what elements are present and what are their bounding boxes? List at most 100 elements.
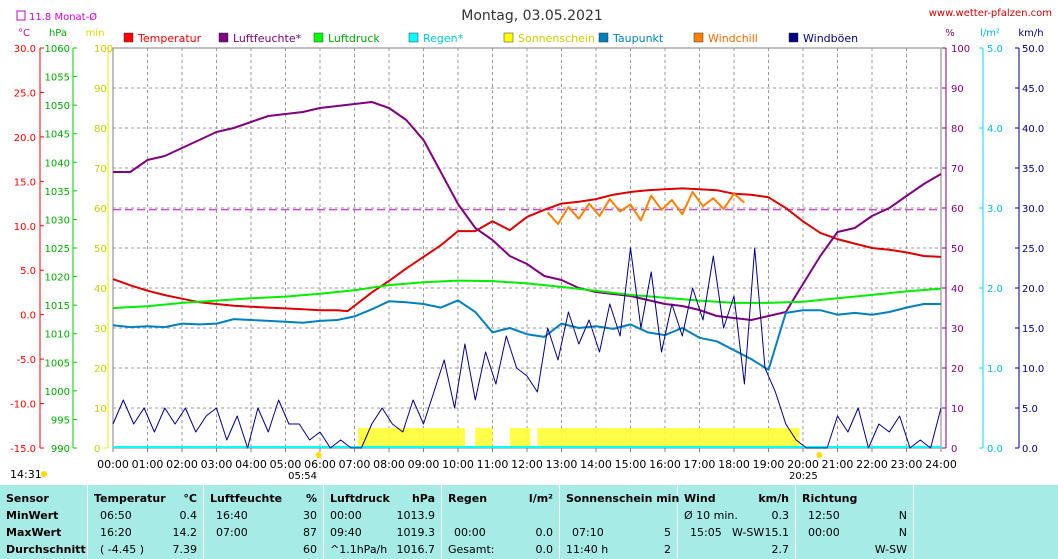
stats-temp-max-value: 14.2 [172,526,198,539]
x-tick-20: 20:00 [787,458,819,471]
x-tick-14: 14:00 [580,458,612,471]
sunrise-time: 05:54 [288,471,317,482]
pressure-tick-6: 1030 [45,215,70,226]
stats-hum-unit: % [305,492,317,505]
x-tick-8: 08:00 [373,458,405,471]
sun_min-tick-2: 80 [94,124,107,135]
stats-rain-total-value: 0.0 [535,543,554,556]
stats-pres-max-value: 1019.3 [396,526,436,539]
legend-swatch-4 [503,32,514,43]
temp-tick-6: 0.0 [20,311,36,322]
legend-label-7: Windböen [803,32,858,45]
stats-sensor-title: Sensor [6,492,49,505]
humidity-tick-9: 10 [951,404,964,415]
temp-tick-1: 25.0 [14,88,36,99]
series-line-0 [112,187,942,313]
stats-pres-avg-value: 1016.7 [396,543,436,556]
sunshine-bar-3 [537,428,800,448]
sun_min-tick-8: 20 [94,364,107,375]
pressure-tick-10: 1010 [45,330,70,341]
humidity-tick-6: 40 [951,284,964,295]
legend-label-4: Sonnenschein [518,32,595,45]
humidity-tick-3: 70 [951,164,964,175]
pressure-tick-1: 1055 [45,73,70,84]
x-tick-11: 11:00 [477,458,509,471]
pressure-tick-12: 1000 [45,387,70,398]
stats-wind-avg10-value: 0.3 [771,509,790,522]
rain-tick-2: 3.0 [987,204,1003,215]
humidity-tick-4: 60 [951,204,964,215]
stats-wind-max-dir: W-SW [732,526,765,539]
stats-dir-avg-value: W-SW [874,543,907,556]
series-line-2 [112,279,942,309]
x-tick-17: 17:00 [684,458,716,471]
legend-swatch-7 [788,32,799,43]
wind-tick-5: 25.0 [1022,244,1044,255]
pressure-tick-0: 1060 [45,44,70,55]
temp-tick-7: -5.0 [16,355,36,366]
stats-col-pressure: Luftdruck hPa 00:00 1013.9 09:40 1019.3 … [324,485,442,559]
x-tick-24: 24:00 [925,458,957,471]
sun_min-tick-3: 70 [94,164,107,175]
humidity-tick-7: 30 [951,324,964,335]
x-tick-10: 10:00 [442,458,474,471]
sun_min-tick-0: 100 [94,44,113,55]
x-tick-3: 03:00 [201,458,233,471]
stats-label-avg: Durchschnitt [6,543,86,556]
pressure-tick-13: 995 [51,415,70,426]
humidity-unit-label: % [945,28,955,39]
stats-temp-avg-note: ( -4.45 ) [100,543,145,556]
x-tick-9: 09:00 [408,458,440,471]
stats-wind-title: Wind [684,492,716,505]
x-tick-7: 07:00 [339,458,371,471]
site-url: www.wetter-pfalzen.com [929,8,1052,19]
series-line-3 [112,299,941,371]
rain-tick-0: 5.0 [987,44,1003,55]
pressure-unit-label: hPa [49,28,67,39]
month-avg-marker [16,10,26,21]
stats-hum-min-value: 30 [303,509,317,522]
x-tick-13: 13:00 [546,458,578,471]
stats-hum-max-time: 07:00 [216,526,248,539]
stats-rain-max-value: 0.0 [535,526,554,539]
temp-tick-9: -15.0 [10,444,36,455]
stats-label-max: MaxWert [6,526,62,539]
x-tick-23: 23:00 [891,458,923,471]
stats-sun-hours: 11:40 h [566,543,609,556]
pressure-tick-3: 1045 [45,130,70,141]
stats-wind-max-value: 15.1 [764,526,790,539]
x-tick-1: 01:00 [132,458,164,471]
legend-swatch-2 [313,32,324,43]
legend-swatch-1 [218,32,229,43]
sun_min-tick-1: 90 [94,84,107,95]
stats-rain-title: Regen [448,492,488,505]
pressure-tick-5: 1035 [45,187,70,198]
rain-tick-1: 4.0 [987,124,1003,135]
rain-tick-5: 0.0 [987,444,1003,455]
stats-col-sunshine: Sonnenschein min 07:10 5 11:40 h 2 [560,485,679,559]
stats-hum-title: Luftfeuchte [210,492,283,505]
sunrise-icon [315,452,322,458]
pressure-tick-9: 1015 [45,301,70,312]
stats-col-wind: Wind km/h Ø 10 min. 0.3 15:05 W-SW 15.1 … [678,485,796,559]
stats-col-temperature: Temperatur °C 06:50 0.4 16:20 14.2 ( -4.… [88,485,204,559]
series-line-4 [546,191,746,225]
temp-tick-4: 10.0 [14,222,36,233]
stats-sun-avg-value: 2 [664,543,671,556]
pressure-tick-8: 1020 [45,273,70,284]
wind-tick-4: 30.0 [1022,204,1044,215]
stats-pres-unit: hPa [411,492,435,505]
stats-temp-min-time: 06:50 [100,509,132,522]
legend-label-2: Luftdruck [328,32,380,45]
stats-dir-max-value: N [898,526,907,539]
stats-dir-min-time: 12:50 [808,509,840,522]
humidity-tick-5: 50 [951,244,964,255]
stats-pres-min-value: 1013.9 [396,509,436,522]
humidity-tick-2: 80 [951,124,964,135]
stats-rain-unit: l/m² [528,492,553,505]
wind-tick-3: 35.0 [1022,164,1044,175]
legend-swatch-6 [693,32,704,43]
humidity-tick-1: 90 [951,84,964,95]
stats-dir-max-time: 00:00 [808,526,840,539]
stats-temp-avg-value: 7.39 [172,543,198,556]
